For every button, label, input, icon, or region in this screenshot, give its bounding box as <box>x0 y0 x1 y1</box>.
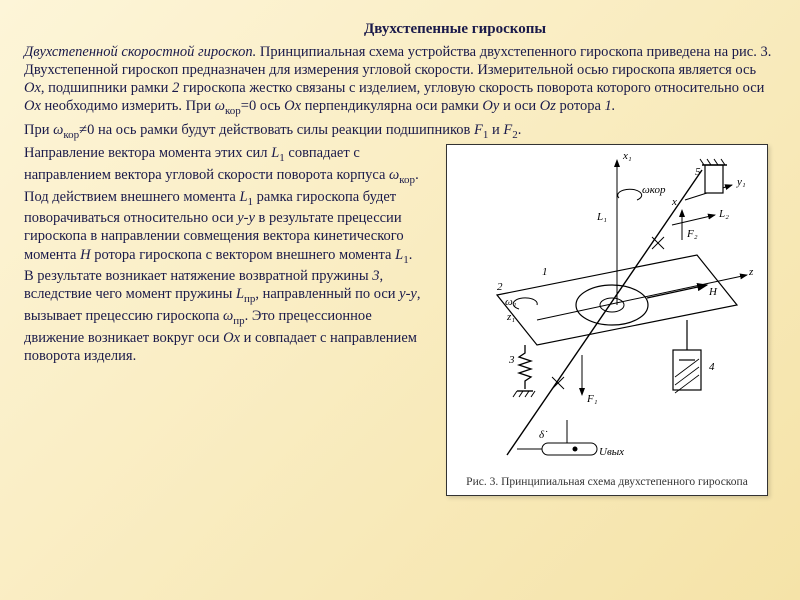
slide-page: Двухстепенные гироскопы Двухстепенной ск… <box>0 0 800 600</box>
axis-ox: Ox <box>24 98 41 114</box>
kin-moment: H <box>80 247 90 263</box>
sub: пр <box>233 315 244 327</box>
heading-title: Двухстепенные гироскопы <box>134 20 776 39</box>
lbl-n5: 5 <box>695 166 701 178</box>
text: гироскопа жестко связаны с изделием, угл… <box>179 80 764 96</box>
axis-yy: y-y <box>237 210 255 226</box>
gyroscope-diagram: x₁ x y₁ z z₁ H L₂ L₁ F₂ F₁ ωкор ω₁ δ̇ Uв… <box>447 145 767 475</box>
figure-box: x₁ x y₁ z z₁ H L₂ L₁ F₂ F₁ ωкор ω₁ δ̇ Uв… <box>446 144 768 496</box>
text: , направленный по оси <box>255 286 399 302</box>
axis-ox: Ox <box>223 330 240 346</box>
text: и <box>488 122 503 138</box>
paragraph-2: При ωкор≠0 на ось рамки будут действоват… <box>24 121 776 143</box>
run-italic: Двухстепенной скоростной гироскоп. <box>24 44 256 60</box>
paragraph-1: Двухстепенной скоростной гироскоп. Принц… <box>24 43 776 119</box>
text: ≠0 на ось рамки будут действовать силы р… <box>79 122 474 138</box>
omega: ω <box>53 122 63 138</box>
sub: кор <box>63 129 79 141</box>
lbl-x1: x₁ <box>622 150 632 162</box>
lbl-omega-kor: ωкор <box>642 184 666 196</box>
lbl-z1: z₁ <box>506 311 515 323</box>
lbl-delta: δ̇ <box>539 429 548 441</box>
lbl-uout: Uвых <box>599 446 624 458</box>
lbl-omega1: ω₁ <box>505 296 517 308</box>
text: . <box>415 167 419 183</box>
lbl-n1: 1 <box>542 266 548 278</box>
text: и оси <box>499 98 539 114</box>
sub: кор <box>399 174 415 186</box>
force: F <box>474 122 483 138</box>
figure-caption: Рис. 3. Принципиальная схема двухстепенн… <box>447 475 767 489</box>
left-text-column: Направление вектора момента этих сил L1 … <box>24 144 434 496</box>
lbl-n3: 3 <box>508 354 515 366</box>
text: Направление вектора момента этих сил <box>24 145 271 161</box>
lbl-L1: L₁ <box>596 211 607 223</box>
text: =0 ось <box>241 98 284 114</box>
axis-ox: Ox <box>284 98 301 114</box>
sub: пр <box>244 293 255 305</box>
text: . <box>518 122 522 138</box>
text: Под действием внешнего момента <box>24 189 239 205</box>
lbl-H: H <box>708 286 718 298</box>
two-column-row: Направление вектора момента этих сил L1 … <box>24 144 776 496</box>
text: ротора гироскопа с вектором внешнего мом… <box>91 247 396 263</box>
omega: ω <box>389 167 399 183</box>
lbl-y1: y₁ <box>736 176 746 188</box>
lbl-L2: L₂ <box>718 208 729 220</box>
axis-yy: y-y <box>399 286 417 302</box>
text: перпендикулярна оси рамки <box>301 98 482 114</box>
text: В результате возникает натяжение возврат… <box>24 268 372 284</box>
text: . <box>409 247 413 263</box>
paragraph-3: Направление вектора момента этих сил L1 … <box>24 144 434 187</box>
text: , подшипники рамки <box>41 80 172 96</box>
force: F <box>503 122 512 138</box>
moment: L <box>239 189 247 205</box>
omega-pr: ω <box>223 308 233 324</box>
lbl-x: x <box>671 196 677 208</box>
moment-spring: L <box>236 286 244 302</box>
lbl-F2: F₂ <box>686 228 698 240</box>
num: 1. <box>605 98 616 114</box>
axis-oz: Oz <box>540 98 556 114</box>
text: При <box>24 122 53 138</box>
sub: кор <box>225 105 241 117</box>
axis-ox: Ox <box>24 80 41 96</box>
text: необходимо измерить. При <box>41 98 215 114</box>
paragraph-4: Под действием внешнего момента L1 рамка … <box>24 188 434 268</box>
moment: L <box>395 247 403 263</box>
paragraph-5: В результате возникает натяжение возврат… <box>24 267 434 365</box>
lbl-n4: 4 <box>709 361 715 373</box>
axis-oy: Oy <box>482 98 499 114</box>
omega: ω <box>215 98 225 114</box>
lbl-z: z <box>748 266 754 278</box>
lbl-n2: 2 <box>497 281 503 293</box>
text: ротора <box>556 98 605 114</box>
lbl-F1: F₁ <box>586 393 598 405</box>
num: 3 <box>372 268 379 284</box>
figure-column: x₁ x y₁ z z₁ H L₂ L₁ F₂ F₁ ωкор ω₁ δ̇ Uв… <box>446 144 768 496</box>
